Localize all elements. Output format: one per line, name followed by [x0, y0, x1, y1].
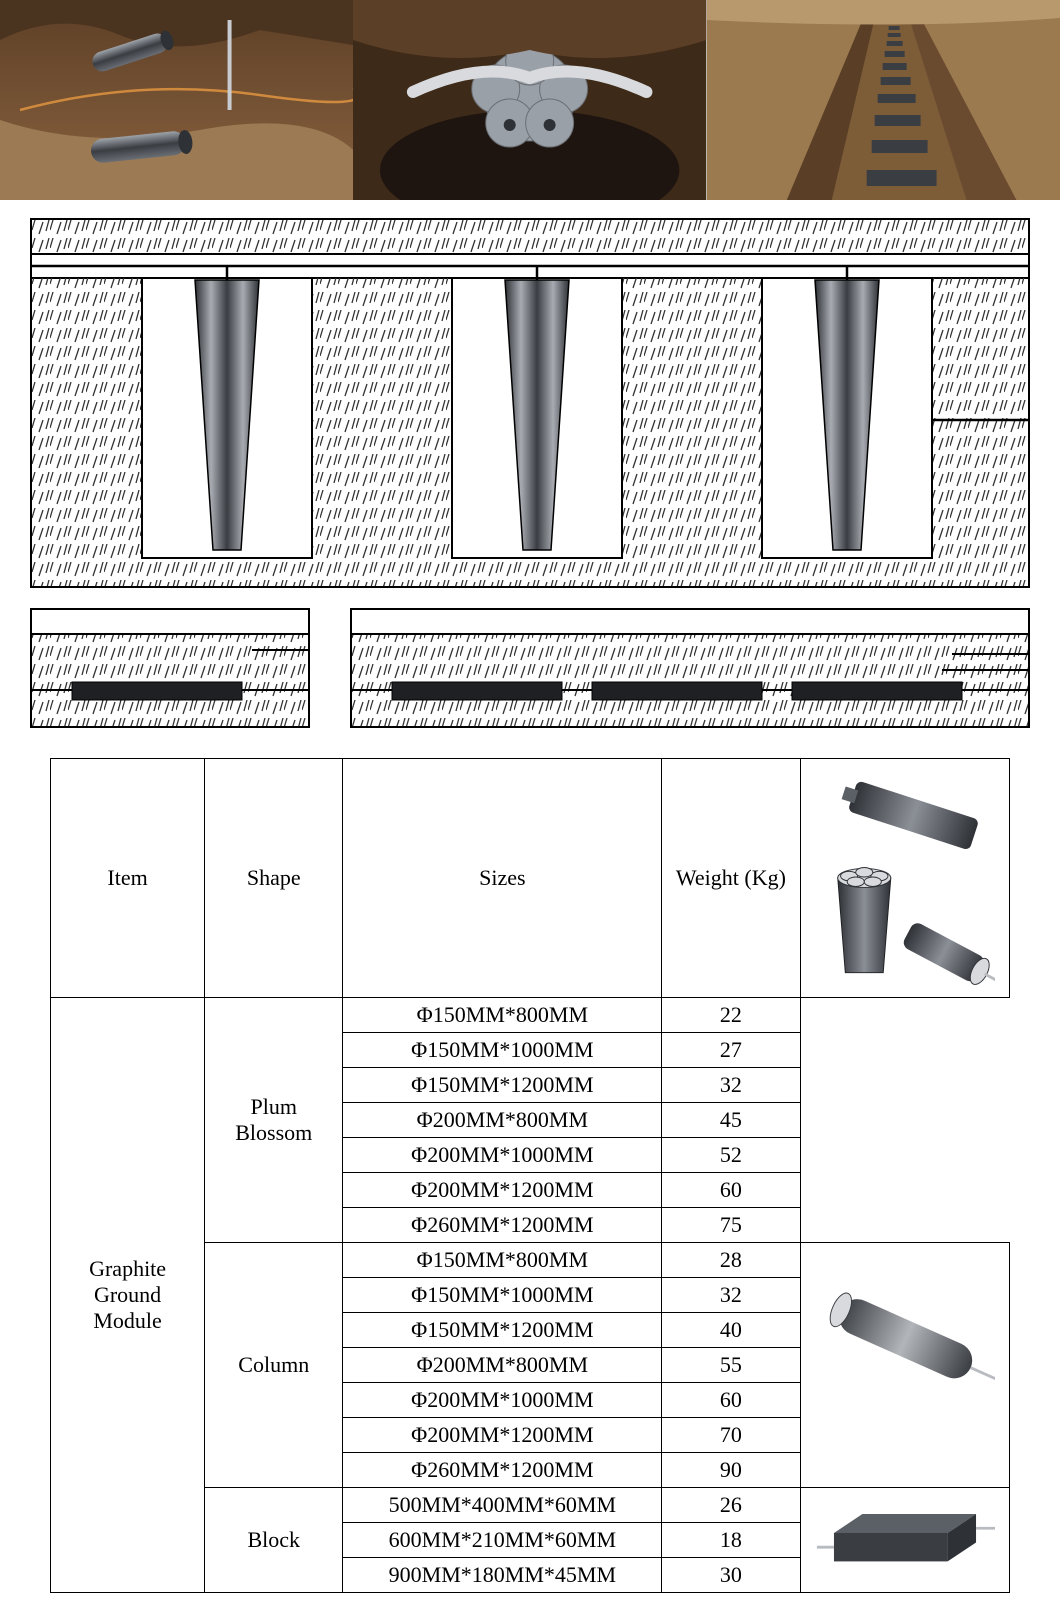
installation-diagrams	[30, 218, 1030, 728]
weight-cell: 27	[662, 1032, 800, 1067]
weight-cell: 30	[662, 1557, 800, 1592]
size-cell: Φ150MM*800MM	[343, 997, 662, 1032]
weight-cell: 70	[662, 1417, 800, 1452]
diagram-horizontal-series	[350, 608, 1030, 728]
weight-cell: 90	[662, 1452, 800, 1487]
size-cell: 600MM*210MM*60MM	[343, 1522, 662, 1557]
size-cell: Φ200MM*1000MM	[343, 1137, 662, 1172]
weight-cell: 28	[662, 1242, 800, 1277]
weight-cell: 26	[662, 1487, 800, 1522]
size-cell: Φ200MM*1000MM	[343, 1382, 662, 1417]
installation-photos	[0, 0, 1060, 200]
weight-cell: 22	[662, 997, 800, 1032]
photo-plum-blossom-top	[353, 0, 706, 200]
image-cell-block	[800, 1487, 1009, 1592]
size-cell: Φ150MM*800MM	[343, 1242, 662, 1277]
weight-cell: 55	[662, 1347, 800, 1382]
weight-cell: 75	[662, 1207, 800, 1242]
diagram-horizontal-single	[30, 608, 310, 728]
size-cell: Φ200MM*800MM	[343, 1347, 662, 1382]
col-item: Item	[51, 759, 205, 998]
item-cell: GraphiteGroundModule	[51, 997, 205, 1592]
weight-cell: 60	[662, 1172, 800, 1207]
col-weight: Weight (Kg)	[662, 759, 800, 998]
col-shape: Shape	[205, 759, 343, 998]
table-header-row: Item Shape Sizes Weight (Kg)	[51, 759, 1010, 998]
spec-table: Item Shape Sizes Weight (Kg)	[50, 758, 1010, 1593]
weight-cell: 32	[662, 1277, 800, 1312]
size-cell: Φ200MM*1200MM	[343, 1172, 662, 1207]
size-cell: Φ150MM*1000MM	[343, 1032, 662, 1067]
size-cell: Φ150MM*1200MM	[343, 1312, 662, 1347]
size-cell: Φ150MM*1000MM	[343, 1277, 662, 1312]
weight-cell: 18	[662, 1522, 800, 1557]
photo-trench-blocks	[707, 0, 1060, 200]
size-cell: Φ200MM*1200MM	[343, 1417, 662, 1452]
shape-cell: Block	[205, 1487, 343, 1592]
size-cell: Φ260MM*1200MM	[343, 1207, 662, 1242]
size-cell: 500MM*400MM*60MM	[343, 1487, 662, 1522]
table-row: GraphiteGroundModulePlumBlossomΦ150MM*80…	[51, 997, 1010, 1032]
shape-cell: PlumBlossom	[205, 997, 343, 1242]
photo-trench-cylinders	[0, 0, 353, 200]
weight-cell: 40	[662, 1312, 800, 1347]
weight-cell: 52	[662, 1137, 800, 1172]
image-cell-column	[800, 1242, 1009, 1487]
col-sizes: Sizes	[343, 759, 662, 998]
weight-cell: 60	[662, 1382, 800, 1417]
size-cell: Φ150MM*1200MM	[343, 1067, 662, 1102]
size-cell: Φ260MM*1200MM	[343, 1452, 662, 1487]
weight-cell: 45	[662, 1102, 800, 1137]
diagram-vertical-install	[30, 218, 1030, 588]
weight-cell: 32	[662, 1067, 800, 1102]
size-cell: Φ200MM*800MM	[343, 1102, 662, 1137]
size-cell: 900MM*180MM*45MM	[343, 1557, 662, 1592]
image-cell-plum	[800, 759, 1009, 998]
shape-cell: Column	[205, 1242, 343, 1487]
